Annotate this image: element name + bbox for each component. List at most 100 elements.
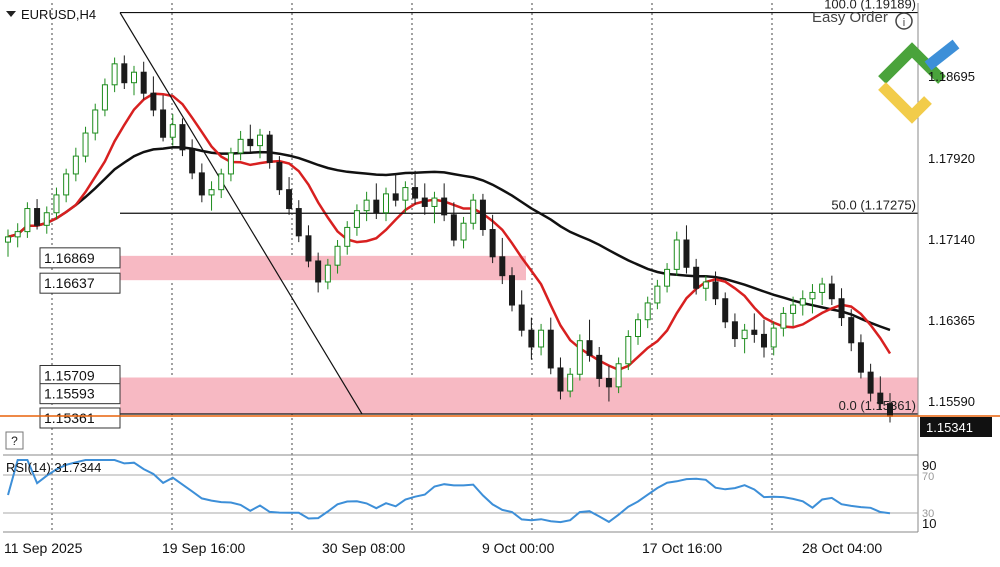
candle [460,216,467,249]
candle-body [169,124,176,138]
current-price-value: 1.15341 [926,420,973,435]
candle-body [363,199,370,212]
candle-body [72,155,79,175]
candle-body [693,266,700,289]
help-button[interactable]: ? [5,431,24,450]
candle [479,193,486,236]
candle-body [111,63,118,86]
candle [121,55,128,89]
candle [34,199,41,230]
candle [441,183,448,222]
candle [770,321,777,356]
candle-body [702,281,709,289]
symbol-title[interactable]: EURUSD,H4 [6,7,96,22]
candle [567,367,574,398]
candle-body [838,298,845,319]
candle [82,126,89,163]
demand-zone-lower [120,377,918,414]
candle [14,223,21,248]
candle-body [828,283,835,300]
candle [373,183,380,220]
candle-body [809,291,816,300]
zone-lower-bottom-label: 1.15361 [39,407,121,429]
candle [131,65,137,96]
candle-body [586,340,593,356]
time-label: 9 Oct 00:00 [482,540,555,556]
brand-logo-icon [878,39,960,124]
candle-body [237,138,244,154]
candle-body [324,264,331,283]
rsi-bound-lower: 10 [922,516,936,531]
fibonacci-retracement[interactable]: 100.0 (1.19189) 50.0 (1.17275) 0.0 (1.1536… [119,0,918,415]
rsi-bound-upper: 90 [922,458,936,473]
candle [353,204,360,236]
candle [693,258,700,295]
slow-moving-average-line [7,146,891,332]
candle [198,163,205,203]
candle-body [402,187,409,201]
candle [877,376,884,410]
candle-body [305,235,312,262]
candle [712,271,719,306]
candle-body [877,392,884,405]
dropdown-triangle-icon[interactable] [6,11,16,17]
candle [625,330,632,371]
time-label: 19 Sep 16:00 [162,540,246,556]
rsi-panel[interactable]: RSI(14) 31.7344 90 70 30 10 [3,458,936,531]
candle-body [479,199,486,231]
candle [731,313,738,347]
candle-body [257,134,263,147]
candle-body [140,71,147,94]
candle-body [450,214,457,241]
supply-zone-upper [120,255,526,281]
candle [111,57,118,93]
fib-level-label: 50.0 (1.17275) [831,197,916,212]
zone-lower-top-label-text: 1.15709 [44,367,95,383]
candle-body [198,172,205,196]
zone-upper-top-label: 1.16869 [39,247,121,269]
candle [208,181,215,211]
candle [664,263,671,293]
candle [470,193,477,230]
candle-body [887,403,893,417]
candle [509,267,515,312]
fib-level-label: 0.0 (1.15361) [839,398,916,413]
candle [101,78,108,117]
candle-body [82,132,89,157]
rsi-level-30-label: 30 [922,508,934,520]
candle-body [683,239,690,268]
candle-body [673,239,680,270]
price-axis[interactable]: 1.18695 1.17920 1.17140 1.16365 1.15590 … [0,69,1000,437]
candle [654,279,661,310]
candle-body [412,187,419,199]
candle-body [383,193,389,214]
candle [615,357,622,394]
price-tick-label: 1.17140 [928,232,975,247]
candle [218,168,225,199]
candle-body [644,302,651,321]
candle-body [121,63,128,84]
candle-body [460,222,467,241]
candle-body [247,138,254,147]
candle [237,130,244,161]
candle-body [189,149,196,174]
price-tick-label: 1.16365 [928,313,975,328]
candle-body [160,109,167,138]
candle [53,187,60,220]
candle-body [5,236,11,243]
candle-body [392,193,399,201]
time-axis[interactable]: 11 Sep 2025 19 Sep 16:00 30 Sep 08:00 9 … [4,540,882,556]
price-tick-label: 1.18695 [928,69,975,84]
zone-upper-bottom-label-box [39,272,121,294]
candle [24,202,31,238]
candle [673,231,680,276]
svg-text:i: i [903,17,905,29]
candle [160,95,167,142]
time-label: 11 Sep 2025 [4,540,83,556]
candle [344,221,351,255]
candle [751,313,758,343]
candle-body [286,189,293,210]
candle [5,229,11,257]
